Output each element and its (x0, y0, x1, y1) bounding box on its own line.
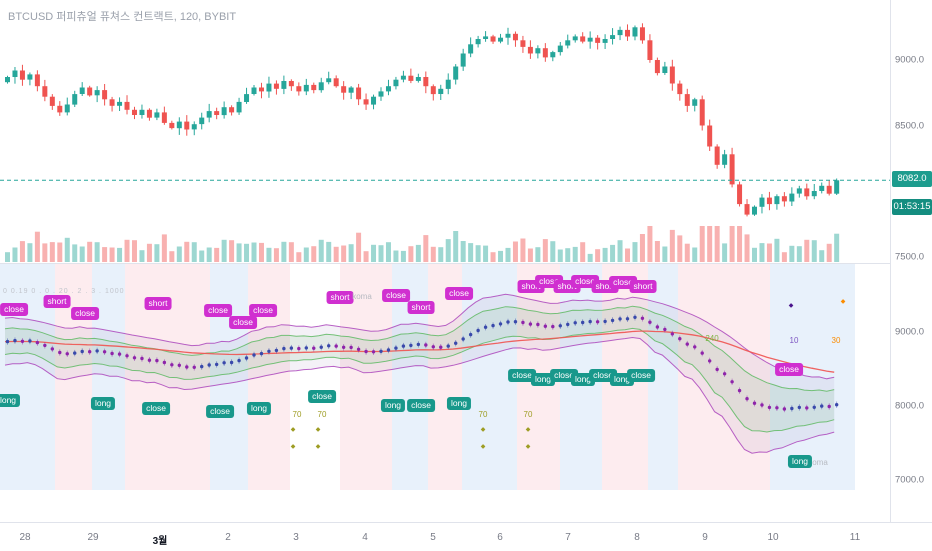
signal-close-label: close (775, 363, 803, 376)
time-axis-label: 4 (362, 532, 368, 543)
time-axis-label: 3월 (152, 536, 168, 547)
indicator-annotation: 30 (831, 336, 841, 345)
diamond-marker-icon: ◆ (315, 444, 321, 450)
time-axis-label: 6 (497, 532, 503, 543)
volume-bars (5, 226, 840, 262)
signal-long-label: long (570, 373, 596, 386)
diamond-marker-icon: ◆ (525, 444, 531, 450)
diamond-marker-icon: ◆ (840, 299, 846, 305)
signal-short-label: short (326, 291, 354, 304)
signal-short-label: short (43, 295, 71, 308)
price-axis-label: 8500.0 (895, 120, 925, 132)
signal-short-label: short (407, 301, 435, 314)
time-axis-label: 9 (702, 532, 708, 543)
indicator-params-text: 0 0.19 0 . 0 . 20 . 2 . 3 . 1000 (3, 288, 125, 295)
price-pane[interactable]: BTCUSD 퍼피츄얼 퓨쳐스 컨트랙트, 120, BYBIT (0, 0, 890, 263)
signal-close-label: close (627, 369, 655, 382)
signal-long-label: long (446, 397, 472, 410)
signal-long-label: long (380, 399, 406, 412)
time-axis-label: 29 (87, 532, 99, 543)
indicator-annotation: 70 (292, 410, 302, 419)
indicator-bands (4, 293, 835, 454)
indicator-dots (5, 314, 839, 413)
time-axis-label: 8 (634, 532, 640, 543)
indicator-annotation: oma (812, 458, 828, 467)
price-axis-label: 9000.0 (895, 54, 925, 66)
signal-long-label: long (90, 397, 116, 410)
current-price-badge: 8082.0 (892, 171, 932, 187)
signal-close-label: close (204, 304, 232, 317)
signal-short-label: short (629, 280, 657, 293)
candles (5, 23, 840, 217)
pane-divider[interactable] (0, 263, 932, 264)
signal-close-label: close (508, 369, 536, 382)
candlestick-chart[interactable] (0, 0, 890, 263)
time-axis-label: 5 (430, 532, 436, 543)
signal-close-label: close (308, 390, 336, 403)
diamond-marker-icon: ◆ (290, 444, 296, 450)
indicator-annotation: 10 (789, 336, 799, 345)
time-axis-label: 3 (293, 532, 299, 543)
signal-short-label: short (144, 297, 172, 310)
diamond-marker-icon: ◆ (315, 427, 321, 433)
time-axis-label: 7 (565, 532, 571, 543)
time-axis-label: 10 (767, 532, 779, 543)
signal-close-label: close (142, 402, 170, 415)
time-axis-label: 2 (225, 532, 231, 543)
indicator-chart[interactable] (0, 264, 890, 522)
diamond-marker-icon: ◆ (788, 303, 794, 309)
indicator-annotation: 70 (317, 410, 327, 419)
indicator-axis-label: 9000.0 (895, 326, 925, 338)
signal-background-stripes (0, 264, 855, 490)
signal-long-label: long (246, 402, 272, 415)
time-axis-label: 11 (849, 532, 861, 543)
signal-close-label: close (407, 399, 435, 412)
signal-close-label: close (206, 405, 234, 418)
signal-long-label: long (0, 394, 21, 407)
symbol-title[interactable]: BTCUSD 퍼피츄얼 퓨쳐스 컨트랙트, 120, BYBIT (8, 11, 237, 23)
time-axis-label: 28 (19, 532, 31, 543)
signal-close-label: close (445, 287, 473, 300)
signal-close-label: close (249, 304, 277, 317)
indicator-annotation: koma (352, 292, 372, 301)
signal-labels-overlay: close short close short close close close short… (0, 264, 890, 522)
signal-close-label: close (229, 316, 257, 329)
indicator-axis-label: 7000.0 (895, 474, 925, 486)
indicator-pane[interactable]: 0 0.19 0 . 0 . 20 . 2 . 3 . 1000 close sh… (0, 264, 890, 522)
signal-long-label: long (530, 373, 556, 386)
diamond-marker-icon: ◆ (480, 444, 486, 450)
diamond-marker-icon: ◆ (525, 427, 531, 433)
countdown-badge: 01:53:15 (892, 199, 932, 215)
diamond-marker-icon: ◆ (290, 427, 296, 433)
indicator-annotation: 240 (705, 334, 719, 343)
time-axis[interactable]: 28 29 3월 2 3 4 5 6 7 8 9 10 11 (0, 522, 932, 551)
diamond-marker-icon: ◆ (480, 427, 486, 433)
indicator-annotation: 70 (478, 410, 488, 419)
signal-close-label: close (382, 289, 410, 302)
indicator-annotation: 70 (523, 410, 533, 419)
indicator-axis-label: 8000.0 (895, 400, 925, 412)
signal-long-label: long (787, 455, 813, 468)
price-axis-label: 7500.0 (895, 251, 925, 263)
signal-close-label: close (71, 307, 99, 320)
signal-close-label: close (0, 303, 28, 316)
price-axis[interactable]: 8082.0 01:53:15 9000.0 8500.0 7500.0 9000.0… (890, 0, 932, 522)
